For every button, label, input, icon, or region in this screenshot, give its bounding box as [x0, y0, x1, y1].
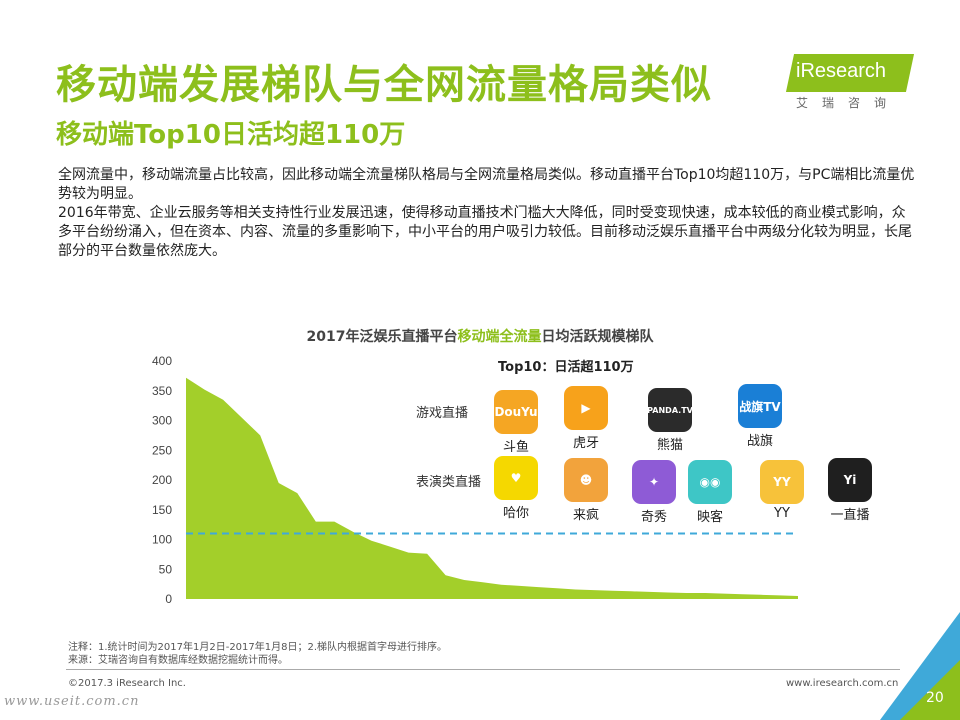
game-app: ▶ 虎牙 — [556, 386, 616, 451]
chart-title-part2: 日均活跃规模梯队 — [541, 329, 654, 345]
y-tick-label: 200 — [152, 473, 172, 487]
dau-area — [186, 377, 798, 599]
page-subtitle: 移动端Top10日活均超110万 — [56, 120, 406, 150]
y-tick-label: 250 — [152, 443, 172, 457]
hani-icon: ♥ — [494, 456, 538, 500]
game-app: DouYu 斗鱼 — [486, 390, 546, 455]
app-name: 战旗 — [746, 434, 773, 449]
show-app: ◉◉ 映客 — [680, 460, 740, 525]
show-app: Yi 一直播 — [820, 458, 880, 523]
note-line-1: 注释：1.统计时间为2017年1月2日-2017年1月8日；2.梯队内根据首字母… — [68, 642, 448, 653]
y-tick-label: 0 — [165, 592, 172, 606]
note-line-2: 来源：艾瑞咨询自有数据库经数据挖掘统计而得。 — [68, 655, 288, 666]
laifeng-icon: ☻ — [564, 458, 608, 502]
app-name: 一直播 — [830, 508, 870, 523]
qixiu-icon: ✦ — [632, 460, 676, 504]
logo-subtext: 艾瑞咨询 — [796, 96, 901, 110]
y-tick-label: 50 — [159, 562, 173, 576]
body-text: 全网流量中，移动端流量占比较高，因此移动端全流量梯队格局与全网流量格局类似。移动… — [58, 166, 918, 261]
inke-icon: ◉◉ — [688, 460, 732, 504]
douyu-icon: DouYu — [494, 390, 538, 434]
notes: 注释：1.统计时间为2017年1月2日-2017年1月8日；2.梯队内根据首字母… — [68, 641, 447, 667]
app-name: 映客 — [696, 510, 723, 525]
game-app: PANDA.TV 熊猫 — [640, 388, 700, 453]
bottom-right-accent-green — [900, 660, 960, 720]
y-tick-label: 300 — [152, 414, 172, 428]
app-name: 斗鱼 — [502, 440, 529, 455]
site-url: www.iresearch.com.cn — [786, 678, 899, 689]
chart-title-part1: 2017年泛娱乐直播平台 — [306, 329, 458, 345]
show-app: YY YY — [752, 460, 812, 521]
app-name: 来疯 — [572, 508, 599, 523]
game-app: 战旗TV 战旗 — [730, 384, 790, 449]
paragraph-2: 2016年带宽、企业云服务等相关支持性行业发展迅速，使得移动直播技术门槛大大降低… — [58, 205, 912, 259]
huya-icon: ▶ — [564, 386, 608, 430]
zhanqi-icon: 战旗TV — [738, 384, 782, 428]
show-app: ♥ 哈你 — [486, 456, 546, 521]
yizhibo-icon: Yi — [828, 458, 872, 502]
y-tick-label: 350 — [152, 384, 172, 398]
app-name: 虎牙 — [572, 436, 599, 451]
chart-title-highlight: 移动端全流量 — [457, 329, 542, 345]
y-tick-label: 400 — [152, 354, 172, 368]
panda-icon: PANDA.TV — [647, 388, 693, 432]
page-title: 移动端发展梯队与全网流量格局类似 — [56, 62, 712, 108]
copyright: ©2017.3 iResearch Inc. — [68, 678, 186, 689]
page-number: 20 — [926, 690, 944, 706]
row-label-show: 表演类直播 — [416, 475, 482, 490]
y-tick-label: 100 — [152, 533, 172, 547]
y-tick-label: 150 — [152, 503, 172, 517]
watermark: www.useit.com.cn — [4, 694, 140, 709]
row-label-game: 游戏直播 — [416, 406, 469, 421]
paragraph-1: 全网流量中，移动端流量占比较高，因此移动端全流量梯队格局与全网流量格局类似。移动… — [58, 167, 915, 202]
yy-icon: YY — [760, 460, 804, 504]
app-name: 熊猫 — [656, 438, 683, 453]
footer-divider — [66, 669, 900, 670]
show-app: ☻ 来疯 — [556, 458, 616, 523]
app-name: 奇秀 — [640, 510, 667, 525]
show-app: ✦ 奇秀 — [624, 460, 684, 525]
logo-text: iResearch — [796, 60, 887, 82]
top10-label: Top10：日活超110万 — [498, 360, 634, 375]
chart-title: 2017年泛娱乐直播平台移动端全流量日均活跃规模梯队 — [0, 326, 960, 346]
iresearch-logo: iResearch 艾瑞咨询 — [785, 54, 920, 110]
app-name: YY — [774, 506, 790, 521]
app-name: 哈你 — [502, 506, 529, 521]
